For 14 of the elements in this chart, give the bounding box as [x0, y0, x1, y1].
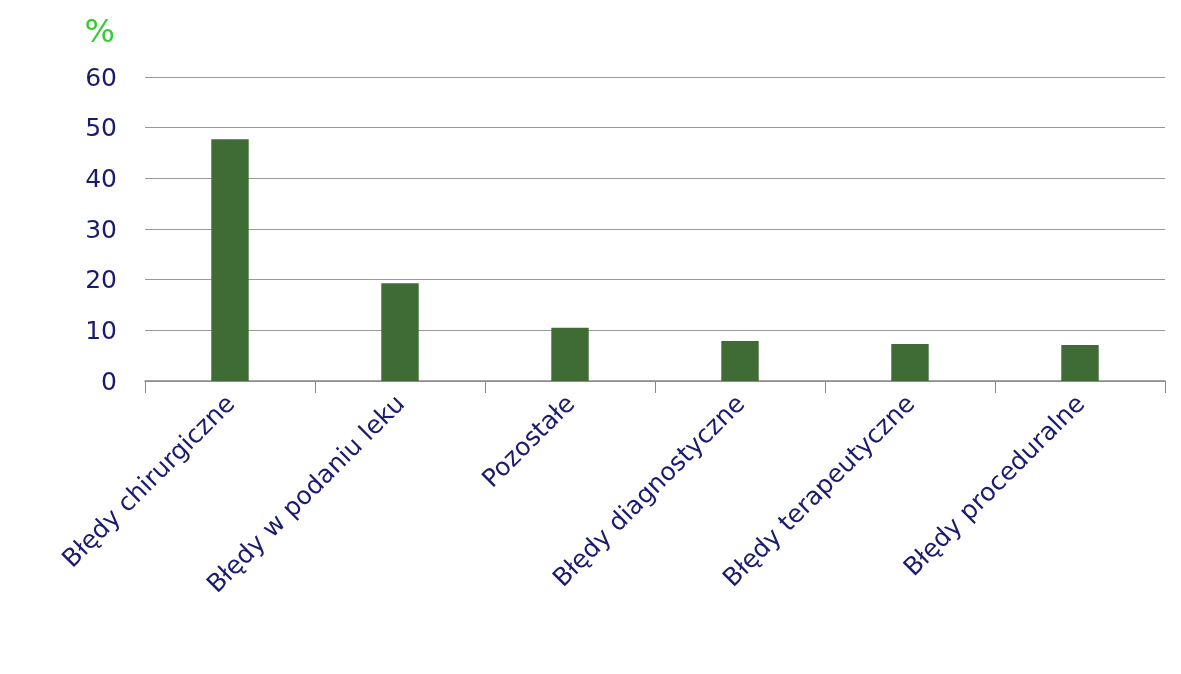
y-tick-label: 40	[85, 163, 117, 193]
bar	[551, 327, 589, 381]
y-tick-label: 10	[85, 315, 117, 345]
y-tick-label: 30	[85, 214, 117, 244]
bar	[1061, 345, 1099, 381]
y-axis-title: %	[84, 12, 115, 50]
bar	[381, 283, 419, 381]
y-tick-label: 0	[101, 366, 117, 396]
bar	[211, 139, 249, 381]
y-tick-label: 50	[85, 113, 117, 143]
bar	[721, 340, 759, 381]
y-tick-label: 60	[85, 62, 117, 92]
y-tick-label: 20	[85, 265, 117, 295]
bar	[891, 344, 929, 381]
